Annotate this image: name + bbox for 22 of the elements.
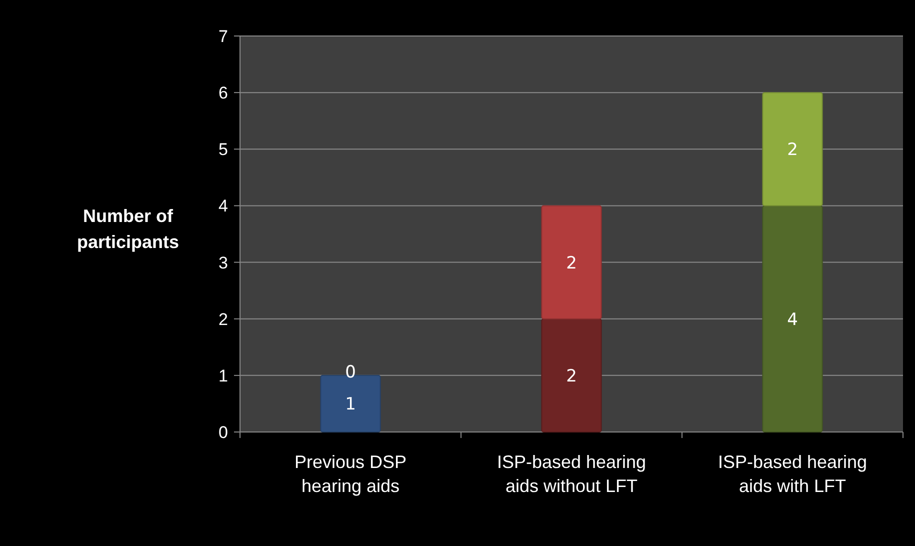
y-tick-label: 7 <box>218 27 228 46</box>
data-label: 1 <box>345 394 356 415</box>
y-tick-label: 4 <box>218 196 228 216</box>
data-label: 2 <box>566 366 577 386</box>
data-label: 2 <box>566 253 577 274</box>
y-tick-label: 1 <box>218 366 228 386</box>
x-tick-label: ISP-based hearing aids without LFT <box>496 452 646 496</box>
data-label: 0 <box>345 362 356 382</box>
bar <box>762 205 823 432</box>
y-tick-label: 5 <box>218 140 228 160</box>
x-tick-label: Previous DSP hearing aids <box>294 452 407 496</box>
bar <box>541 205 602 320</box>
y-axis-title: Number of participants <box>76 206 180 252</box>
y-tick-label: 6 <box>218 84 228 103</box>
data-label: 2 <box>787 140 798 160</box>
x-tick-label: ISP-based hearing aids with LFT <box>718 452 868 496</box>
y-tick-label: 2 <box>218 310 228 329</box>
bar <box>762 92 823 206</box>
y-tick-label: 3 <box>218 253 228 272</box>
bar <box>541 318 602 432</box>
y-tick-label: 0 <box>218 423 228 442</box>
data-label: 4 <box>787 310 798 330</box>
